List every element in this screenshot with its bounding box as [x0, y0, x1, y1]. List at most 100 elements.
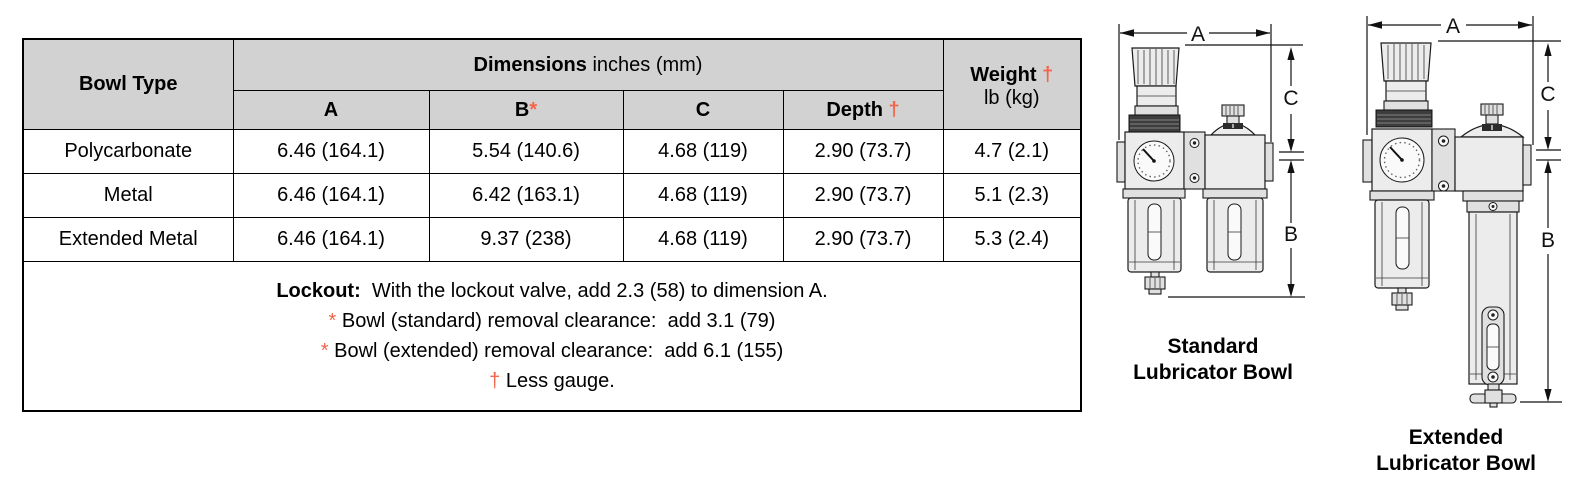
note-standard-text: Bowl (standard) removal clearance: add 3…	[336, 310, 776, 332]
extended-lubricator-diagram: A C B	[1330, 2, 1582, 417]
pressure-gauge	[1133, 140, 1175, 182]
dimension-a: A	[1366, 15, 1534, 145]
lubricator-bowl	[1202, 188, 1268, 273]
note-lockout-text: With the lockout valve, add 2.3 (58) to …	[360, 280, 828, 302]
dim-label-b: B	[1284, 223, 1298, 246]
cell-bowl-type: Polycarbonate	[22, 129, 234, 174]
left-port-flange	[1362, 139, 1373, 183]
dimensions-table: Bowl Type Dimensions inches (mm) Weight …	[22, 38, 1082, 412]
cell-weight: 4.7 (2.1)	[942, 129, 1082, 174]
cell-weight: 5.1 (2.3)	[942, 173, 1082, 218]
dimension-c: C	[1438, 40, 1561, 106]
dagger-marker: †	[1042, 63, 1054, 86]
cell-a: 6.46 (164.1)	[232, 173, 430, 218]
header-dimensions-units: inches (mm)	[586, 53, 703, 76]
connector-block	[1431, 128, 1456, 192]
table-row-polycarbonate: Polycarbonate 6.46 (164.1) 5.54 (140.6) …	[22, 129, 1082, 174]
lubricator-body	[1204, 104, 1274, 190]
table-footnotes: Lockout: With the lockout valve, add 2.3…	[22, 261, 1082, 412]
fill-cap	[1221, 104, 1245, 117]
regulator-body	[1116, 131, 1185, 190]
note-extended-text: Bowl (extended) removal clearance: add 6…	[328, 340, 784, 362]
wing-drain	[1469, 383, 1517, 408]
cell-bowl-type: Metal	[22, 173, 234, 218]
standard-lubricator-drawing: A C B	[1116, 23, 1305, 298]
note-extended-clearance: * Bowl (extended) removal clearance: add…	[28, 336, 1076, 366]
col-header-a: A	[232, 90, 430, 130]
cell-weight: 5.3 (2.4)	[942, 217, 1082, 262]
cell-a: 6.46 (164.1)	[232, 129, 430, 174]
header-weight-units: lb (kg)	[983, 86, 1040, 109]
drain-fitting	[1391, 287, 1413, 311]
header-dimensions: Dimensions inches (mm)	[232, 38, 944, 91]
connector-block	[1183, 131, 1206, 190]
standard-caption-line2: Lubricator Bowl	[1133, 361, 1293, 384]
dimension-b: B	[1168, 171, 1305, 298]
header-weight: Weight † lb (kg)	[942, 38, 1082, 130]
regulator-body	[1362, 128, 1433, 192]
dimension-c-b-ticks	[1536, 110, 1561, 173]
cell-bowl-type: Extended Metal	[22, 217, 234, 262]
dagger-marker: †	[489, 370, 501, 392]
cell-depth: 2.90 (73.7)	[782, 173, 944, 218]
standard-lubricator-diagram: A C B	[1088, 2, 1338, 302]
fill-cap	[1480, 103, 1504, 116]
cell-c: 4.68 (119)	[622, 129, 784, 174]
dim-label-b: B	[1541, 229, 1555, 252]
dim-label-a: A	[1446, 15, 1460, 38]
cell-b: 5.54 (140.6)	[428, 129, 624, 174]
extended-lubricator-bowl	[1462, 190, 1524, 408]
asterisk-marker: *	[320, 340, 329, 362]
dimension-c: C	[1185, 44, 1303, 110]
col-header-depth: Depth †	[782, 90, 944, 130]
dim-label-c: C	[1283, 87, 1298, 110]
header-weight-label: Weight	[970, 63, 1043, 86]
cell-b: 9.37 (238)	[428, 217, 624, 262]
cell-c: 4.68 (119)	[622, 217, 784, 262]
standard-caption-line1: Standard	[1167, 335, 1259, 358]
dim-label-a: A	[1191, 23, 1205, 46]
col-a-label: A	[323, 98, 339, 121]
dimension-c-b-ticks	[1279, 114, 1304, 173]
cell-depth: 2.90 (73.7)	[782, 217, 944, 262]
regulator-knob	[1375, 42, 1433, 128]
dagger-marker: †	[888, 98, 900, 121]
header-bowl-type: Bowl Type	[22, 38, 234, 130]
threaded-collar	[1128, 114, 1181, 133]
extended-caption-line2: Lubricator Bowl	[1376, 452, 1536, 475]
pressure-gauge	[1379, 137, 1425, 183]
sight-gauge	[1481, 306, 1505, 386]
dimension-b: B	[1520, 171, 1562, 403]
table-row-extended-metal: Extended Metal 6.46 (164.1) 9.37 (238) 4…	[22, 217, 1082, 262]
threaded-collar	[1375, 109, 1433, 128]
right-port-flange	[1522, 144, 1532, 186]
regulator-knob	[1128, 47, 1181, 133]
dim-label-c: C	[1540, 83, 1555, 106]
note-lockout: Lockout: With the lockout valve, add 2.3…	[28, 276, 1076, 306]
cell-depth: 2.90 (73.7)	[782, 129, 944, 174]
extended-caption: Extended Lubricator Bowl	[1330, 425, 1582, 477]
col-b-label: B	[514, 98, 530, 121]
note-lockout-label: Lockout:	[276, 280, 361, 302]
right-port-flange	[1264, 142, 1274, 182]
filter-bowl	[1369, 190, 1435, 311]
cell-b: 6.42 (163.1)	[428, 173, 624, 218]
drain-fitting	[1144, 271, 1166, 295]
note-less-gauge-text: Less gauge.	[500, 370, 615, 392]
header-dimensions-bold: Dimensions	[473, 53, 587, 76]
asterisk-marker: *	[529, 98, 538, 121]
extended-lubricator-drawing: A C B	[1362, 15, 1562, 408]
col-depth-label: Depth	[826, 98, 889, 121]
cell-c: 4.68 (119)	[622, 173, 784, 218]
header-bowl-type-label: Bowl Type	[78, 73, 178, 95]
asterisk-marker: *	[328, 310, 337, 332]
col-header-c: C	[622, 90, 784, 130]
dimension-a: A	[1118, 23, 1272, 142]
lubricator-body	[1454, 103, 1532, 192]
filter-bowl	[1122, 188, 1186, 295]
standard-caption: Standard Lubricator Bowl	[1088, 334, 1338, 386]
extended-caption-line1: Extended	[1408, 426, 1504, 449]
left-port-flange	[1116, 141, 1126, 183]
cell-a: 6.46 (164.1)	[232, 217, 430, 262]
